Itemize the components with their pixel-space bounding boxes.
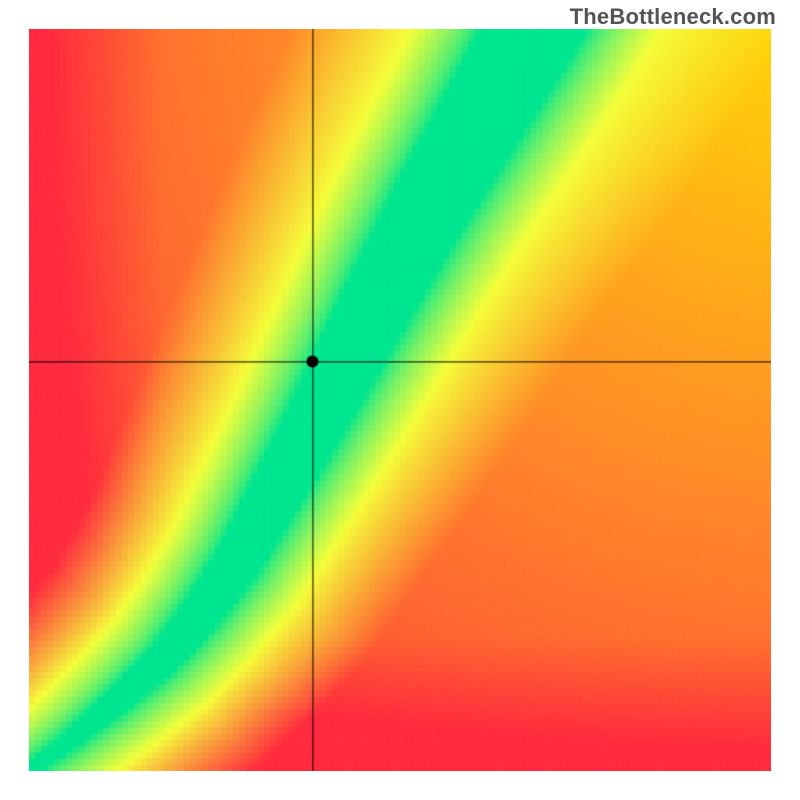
bottleneck-heatmap: [29, 29, 771, 771]
watermark-text: TheBottleneck.com: [570, 4, 776, 30]
